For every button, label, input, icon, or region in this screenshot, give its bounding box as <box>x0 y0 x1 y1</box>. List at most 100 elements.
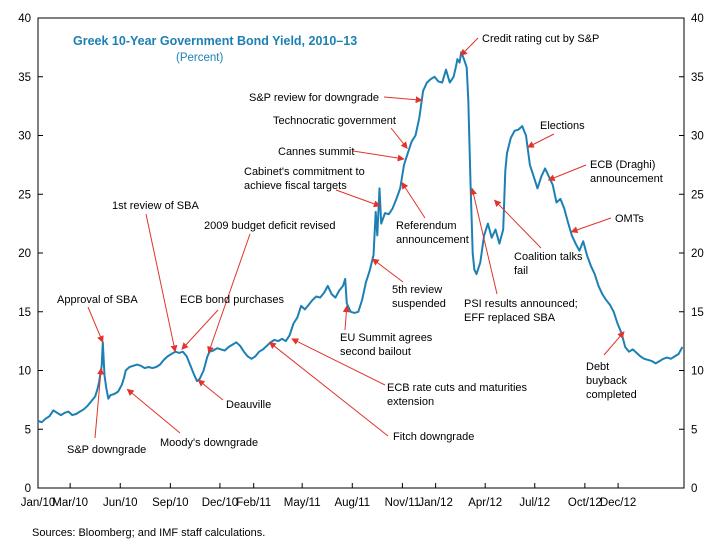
right-y-axis: 0 5 10 15 20 25 30 35 40 <box>679 13 704 495</box>
y-tick-label-left: 35 <box>18 72 31 84</box>
y-tick-label-left: 30 <box>18 131 31 143</box>
y-tick-label-left: 5 <box>25 424 31 436</box>
annotation-arrow-ecb-rate-cuts <box>291 338 386 386</box>
annotation-line: Coalition talks <box>514 251 583 263</box>
annotation-credit-rating-cut: Credit rating cut by S&P <box>482 33 599 45</box>
annotation-line: Moody's downgrade <box>160 437 258 449</box>
annotation-arrow-budget-deficit-revised <box>207 233 251 354</box>
annotation-label-cabinet-commitment: Cabinet's commitment to achieve fiscal ta… <box>244 166 365 192</box>
y-tick-label-right: 35 <box>691 72 704 84</box>
annotation-label-elections: Elections <box>540 120 585 132</box>
annotation-line: EFF replaced SBA <box>464 312 556 324</box>
annotation-fitch-downgrade: Fitch downgrade <box>393 431 474 443</box>
x-tick-label: Feb/11 <box>236 497 271 509</box>
x-tick-label: Nov/11 <box>385 497 421 509</box>
yield-line <box>37 51 684 424</box>
annotation-label-fifth-review-suspended: 5th review suspended <box>392 284 446 310</box>
annotation-arrow-ecb-bond-purchases <box>181 309 219 350</box>
x-tick-label: Oct/12 <box>568 497 602 509</box>
annotation-ecb-bond-purchases: ECB bond purchases <box>180 294 284 306</box>
annotation-label-psi-results: PSI results announced; EFF replaced SBA <box>464 298 578 324</box>
annotation-label-cannes-summit: Cannes summit <box>278 146 354 158</box>
annotation-line: 2009 budget deficit revised <box>204 220 335 232</box>
annotation-arrow-coalition-talks-fail <box>493 199 542 249</box>
y-tick-label-left: 10 <box>18 366 31 378</box>
annotation-moodys-downgrade: Moody's downgrade <box>160 437 258 449</box>
annotation-label-coalition-talks-fail: Coalition talks fail <box>514 251 583 277</box>
annotation-line: EU Summit agrees <box>340 332 433 344</box>
annotation-arrow-cannes-summit <box>352 150 405 162</box>
annotation-line: fail <box>514 265 528 277</box>
annotation-arrow-ecb-draghi <box>547 164 587 182</box>
annotation-arrow-deauville <box>197 379 224 401</box>
annotation-line: Cabinet's commitment to <box>244 166 365 178</box>
y-tick-label-left: 15 <box>18 307 31 319</box>
annotation-line: announcement <box>396 234 469 246</box>
annotation-psi-results: PSI results announced; EFF replaced SBA <box>464 298 578 324</box>
annotation-line: ECB bond purchases <box>180 294 284 306</box>
annotation-arrow-omts <box>570 217 612 234</box>
y-tick-label-right: 25 <box>691 189 704 201</box>
annotation-ecb-rate-cuts: ECB rate cuts and maturities extension <box>387 382 528 408</box>
annotation-line: extension <box>387 396 434 408</box>
annotation-technocratic-government: Technocratic government <box>273 115 396 127</box>
annotation-label-technocratic-government: Technocratic government <box>273 115 396 127</box>
annotation-arrows <box>87 37 625 439</box>
annotation-arrow-fifth-review-suspended <box>371 258 404 283</box>
annotation-label-credit-rating-cut: Credit rating cut by S&P <box>482 33 599 45</box>
annotation-ecb-draghi: ECB (Draghi) announcement <box>590 159 663 185</box>
y-tick-label-left: 20 <box>18 248 31 260</box>
annotation-arrow-technocratic-government <box>390 127 408 149</box>
annotation-label-first-review-of-sba: 1st review of SBA <box>112 200 199 212</box>
annotation-coalition-talks-fail: Coalition talks fail <box>514 251 583 277</box>
annotation-line: OMTs <box>615 213 644 225</box>
annotation-arrow-elections <box>527 133 555 148</box>
y-tick-label-right: 10 <box>691 366 704 378</box>
x-tick-label: Jun/10 <box>103 497 138 509</box>
annotation-line: PSI results announced; <box>464 298 578 310</box>
y-tick-label-left: 40 <box>18 13 31 25</box>
annotation-arrow-cabinet-commitment <box>335 189 381 208</box>
x-tick-label: Aug/11 <box>334 497 370 509</box>
annotation-eu-summit: EU Summit agrees second bailout <box>340 332 433 358</box>
annotation-line: Deauville <box>226 399 271 411</box>
annotation-line: announcement <box>590 173 663 185</box>
annotation-label-moodys-downgrade: Moody's downgrade <box>160 437 258 449</box>
annotation-deauville: Deauville <box>226 399 271 411</box>
x-tick-label: Jan/12 <box>418 497 453 509</box>
annotation-arrow-debt-buyback <box>603 331 625 356</box>
annotation-label-eu-summit: EU Summit agrees second bailout <box>340 332 433 358</box>
annotation-line: 5th review <box>392 284 442 296</box>
annotation-arrow-referendum-announcement <box>401 181 426 219</box>
annotation-line: achieve fiscal targets <box>244 180 347 192</box>
annotation-arrow-sp-review-for-downgrade <box>383 96 423 104</box>
annotation-line: buyback <box>586 375 627 387</box>
chart-source: Sources: Bloomberg; and IMF staff calcul… <box>32 527 265 539</box>
series-layer <box>37 51 684 424</box>
x-tick-label: Dec/12 <box>600 497 636 509</box>
annotation-label-approval-of-sba: Approval of SBA <box>57 294 138 306</box>
y-tick-label-right: 0 <box>691 483 697 495</box>
annotation-sp-downgrade: S&P downgrade <box>67 444 146 456</box>
annotation-label-sp-review-for-downgrade: S&P review for downgrade <box>249 92 379 104</box>
annotation-label-ecb-rate-cuts: ECB rate cuts and maturities extension <box>387 382 528 408</box>
annotation-debt-buyback: Debt buyback completed <box>586 361 637 401</box>
x-tick-label: Jul/12 <box>519 497 550 509</box>
x-tick-label: Dec/10 <box>202 497 238 509</box>
y-tick-label-right: 20 <box>691 248 704 260</box>
x-tick-label: Mar/10 <box>52 497 88 509</box>
left-y-axis: 0 5 10 15 20 25 30 35 40 <box>18 13 43 495</box>
y-tick-label-right: 15 <box>691 307 704 319</box>
y-tick-label-right: 5 <box>691 424 697 436</box>
annotation-line: Fitch downgrade <box>393 431 474 443</box>
x-tick-label: Sep/10 <box>152 497 188 509</box>
annotation-label-deauville: Deauville <box>226 399 271 411</box>
annotation-line: Elections <box>540 120 585 132</box>
annotation-omts: OMTs <box>615 213 644 225</box>
annotation-label-referendum-announcement: Referendum announcement <box>396 220 469 246</box>
annotation-line: second bailout <box>340 346 411 358</box>
annotation-arrow-sp-downgrade <box>94 367 105 439</box>
annotation-arrow-fitch-downgrade <box>268 341 389 437</box>
